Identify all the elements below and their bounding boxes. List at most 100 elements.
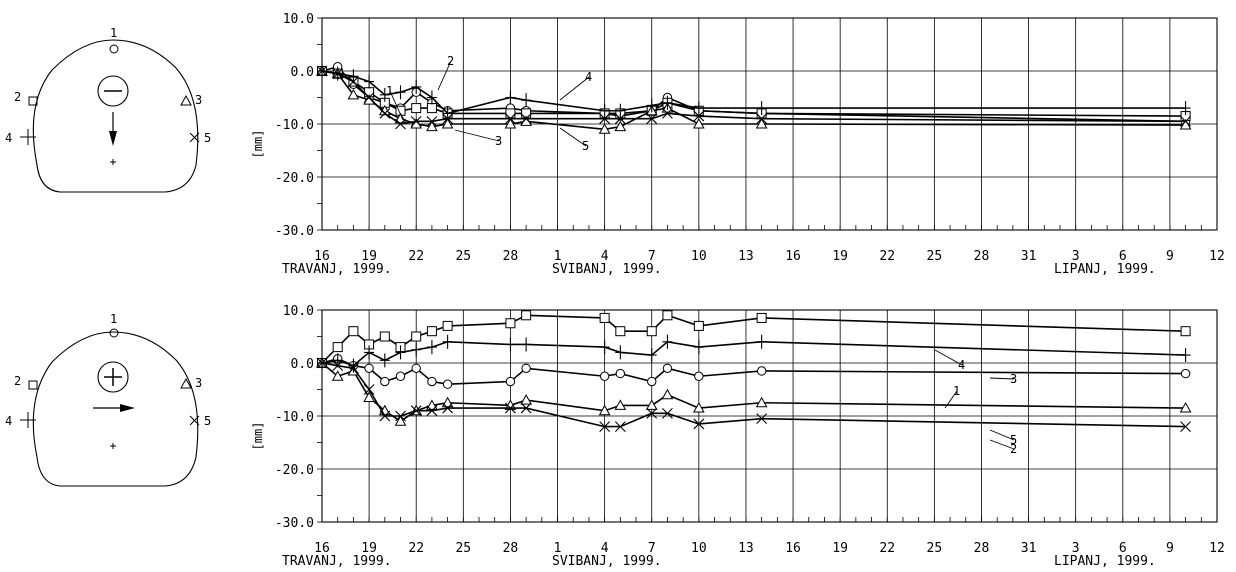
- x-tick-label: 25: [455, 249, 471, 264]
- point-5-marker: [189, 132, 200, 143]
- series-callout-label: 2: [447, 54, 454, 68]
- square-marker: [1180, 326, 1191, 337]
- triangle-marker: [692, 117, 705, 129]
- plus-marker: [426, 90, 437, 105]
- y-axis-label: [mm]: [251, 422, 265, 451]
- series-line-5: [321, 362, 1186, 428]
- series-callout-label: 3: [495, 134, 502, 148]
- triangle-marker: [598, 404, 611, 416]
- y-tick-label: 10.0: [283, 12, 314, 27]
- square-marker: [693, 320, 704, 331]
- square-marker: [615, 326, 626, 337]
- callout-line: [559, 76, 590, 101]
- callout-line: [989, 429, 1015, 441]
- cross-marker: [348, 362, 359, 374]
- x-tick-label: 22: [408, 541, 424, 556]
- chart-top: 16 19 22 25 28 1 4 7 10 13 16 19 22 25 28 31 3 6 9 1210.00.…: [251, 12, 1225, 277]
- cross-marker: [316, 357, 328, 369]
- triangle-marker: [598, 123, 611, 134]
- series-callout-label: 4: [585, 70, 592, 84]
- cross-marker: [348, 76, 359, 87]
- circle-marker: [427, 376, 437, 387]
- minus-icon: [97, 75, 129, 107]
- month-label: TRAVANJ, 1999.: [282, 554, 392, 569]
- x-tick-label: 3: [1072, 249, 1080, 264]
- x-tick-label: 28: [503, 541, 519, 556]
- triangle-marker: [520, 394, 532, 405]
- cross-marker: [395, 118, 406, 130]
- point-1-label: 1: [110, 312, 117, 326]
- circle-marker: [756, 366, 767, 376]
- plus-marker: [395, 85, 406, 100]
- plus-marker: [646, 98, 657, 113]
- point-4-marker: [20, 129, 36, 145]
- point-1-marker: [109, 328, 119, 338]
- circle-marker: [521, 363, 531, 373]
- x-tick-label: 9: [1166, 249, 1174, 264]
- square-marker: [599, 312, 610, 323]
- plus-marker: [693, 101, 704, 116]
- series-markers-4: [317, 334, 1191, 373]
- x-tick-label: 19: [361, 541, 377, 556]
- plus-marker: [505, 90, 516, 105]
- x-tick-label: 28: [974, 541, 990, 556]
- series-callout-label: 1: [953, 384, 960, 398]
- plus-marker: [615, 103, 626, 118]
- cross-marker: [756, 113, 768, 125]
- y-tick-label: 0.0: [291, 357, 314, 372]
- plus-marker: [442, 334, 453, 349]
- square-marker: [379, 331, 390, 342]
- point-4-label: 4: [5, 414, 12, 428]
- square-marker: [426, 103, 437, 114]
- series-line-4: [321, 70, 1186, 115]
- cross-marker: [426, 115, 438, 127]
- square-marker: [411, 103, 422, 114]
- cross-marker: [662, 108, 673, 119]
- point-3-label: 3: [195, 376, 202, 390]
- x-tick-label: 4: [601, 249, 609, 264]
- series-markers-5: [316, 357, 1191, 432]
- point-2-marker: [28, 380, 38, 390]
- right-arrow-icon: [93, 404, 135, 412]
- circle-marker: [505, 376, 516, 387]
- triangle-marker: [363, 391, 375, 402]
- triangle-marker: [645, 399, 658, 410]
- circle-marker: [615, 368, 626, 379]
- plus-marker: [379, 353, 390, 368]
- plus-marker: [662, 334, 673, 349]
- triangle-marker: [504, 117, 517, 129]
- callout-line: [934, 349, 963, 366]
- triangle-marker: [347, 88, 360, 100]
- plus-marker: [521, 337, 532, 352]
- x-tick-label: 12: [1209, 249, 1225, 264]
- cross-marker: [316, 65, 328, 77]
- circle-marker: [1180, 368, 1191, 379]
- series-line-1: [321, 357, 1186, 386]
- y-tick-label: -10.0: [275, 410, 314, 425]
- triangle-marker: [1179, 402, 1192, 413]
- x-tick-label: 16: [314, 541, 330, 556]
- x-tick-label: 4: [601, 541, 609, 556]
- circle-marker: [442, 379, 453, 389]
- square-marker: [521, 310, 532, 321]
- callout-line: [989, 439, 1015, 450]
- series-callout-label: 5: [1010, 433, 1017, 447]
- series-markers-4: [317, 64, 1191, 121]
- square-marker: [332, 342, 343, 353]
- point-2-label: 2: [14, 90, 21, 104]
- x-tick-label: 25: [927, 541, 943, 556]
- plus-marker: [426, 340, 437, 355]
- square-marker: [505, 108, 516, 119]
- circle-marker: [411, 363, 421, 373]
- center-mark: [110, 443, 116, 449]
- cross-marker: [363, 384, 375, 395]
- cross-marker: [1180, 421, 1191, 432]
- point-3-marker: [180, 377, 192, 389]
- plus-marker: [364, 345, 375, 360]
- point-3-marker: [180, 94, 192, 106]
- plus-marker: [379, 87, 390, 102]
- y-axis-label: [mm]: [251, 130, 265, 159]
- circle-marker: [364, 363, 374, 373]
- triangle-marker: [614, 120, 627, 132]
- point-5-label: 5: [204, 131, 211, 145]
